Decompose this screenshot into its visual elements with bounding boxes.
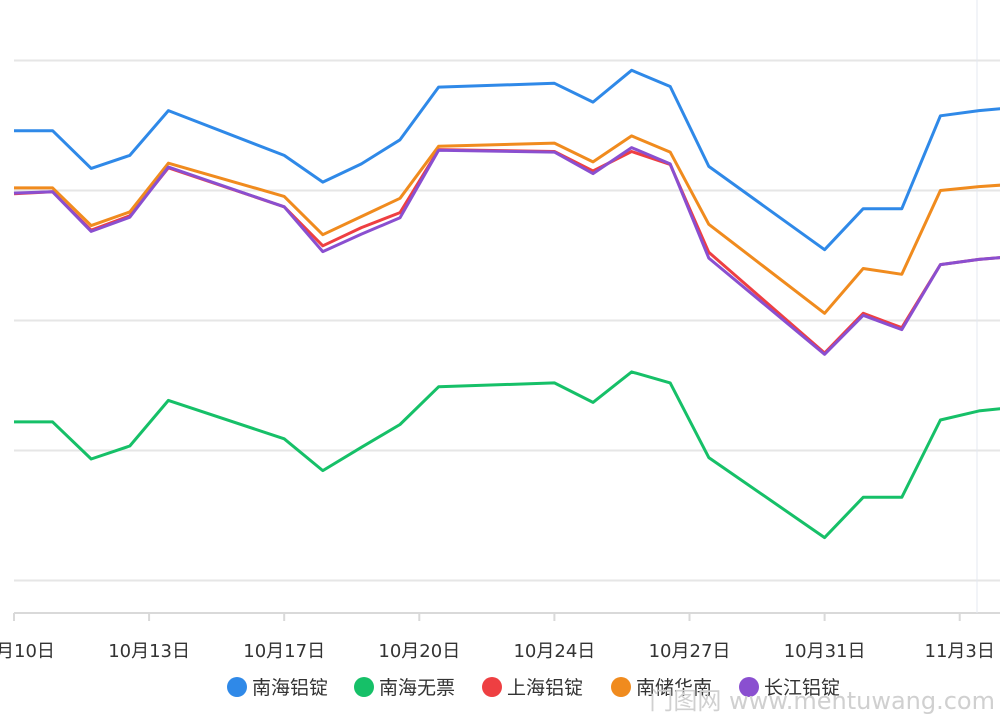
series-lines	[13, 68, 1000, 540]
legend-item-4[interactable]: 长江铝锭	[739, 677, 840, 699]
watermark-text: 门图网 www.mentuwang.com	[649, 687, 995, 715]
legend-label-2: 上海铝锭	[507, 677, 583, 699]
legend-dot-4	[739, 677, 759, 697]
legend-dot-0	[227, 677, 247, 697]
x-tick-label-4: 10月24日	[513, 641, 595, 662]
legend-label-0: 南海铝锭	[252, 677, 328, 699]
series-line-1[interactable]	[14, 370, 1000, 540]
series-line-2[interactable]	[13, 148, 1000, 355]
gridlines	[14, 59, 1000, 582]
legend-label-3: 南储华南	[636, 677, 712, 699]
x-tick-label-0: 10月10日	[0, 641, 55, 662]
x-tick-label-6: 10月31日	[784, 641, 866, 662]
legend-item-1[interactable]: 南海无票	[354, 677, 455, 699]
legend[interactable]: 南海铝锭 南海无票 上海铝锭 南储华南 长江铝锭	[227, 677, 840, 699]
series-line-3[interactable]	[14, 134, 1000, 315]
x-tick-label-2: 10月17日	[243, 641, 325, 662]
legend-label-4: 长江铝锭	[764, 677, 840, 699]
legend-item-2[interactable]: 上海铝锭	[482, 677, 583, 699]
legend-dot-1	[354, 677, 374, 697]
x-tick-label-1: 10月13日	[108, 641, 190, 662]
legend-dot-3	[611, 677, 631, 697]
x-tick-label-3: 10月20日	[378, 641, 460, 662]
x-tick-label-7: 11月3日	[925, 641, 995, 662]
legend-item-3[interactable]: 南储华南	[611, 677, 712, 699]
legend-label-1: 南海无票	[379, 677, 455, 699]
x-axis-ticks: 10月10日 10月13日 10月17日 10月20日 10月24日 10月27日 10月3…	[0, 613, 995, 662]
series-line-4[interactable]	[13, 146, 1000, 356]
legend-dot-2	[482, 677, 502, 697]
legend-item-0[interactable]: 南海铝锭	[227, 677, 328, 699]
x-tick-label-5: 10月27日	[649, 641, 731, 662]
series-line-0[interactable]	[14, 68, 1000, 252]
